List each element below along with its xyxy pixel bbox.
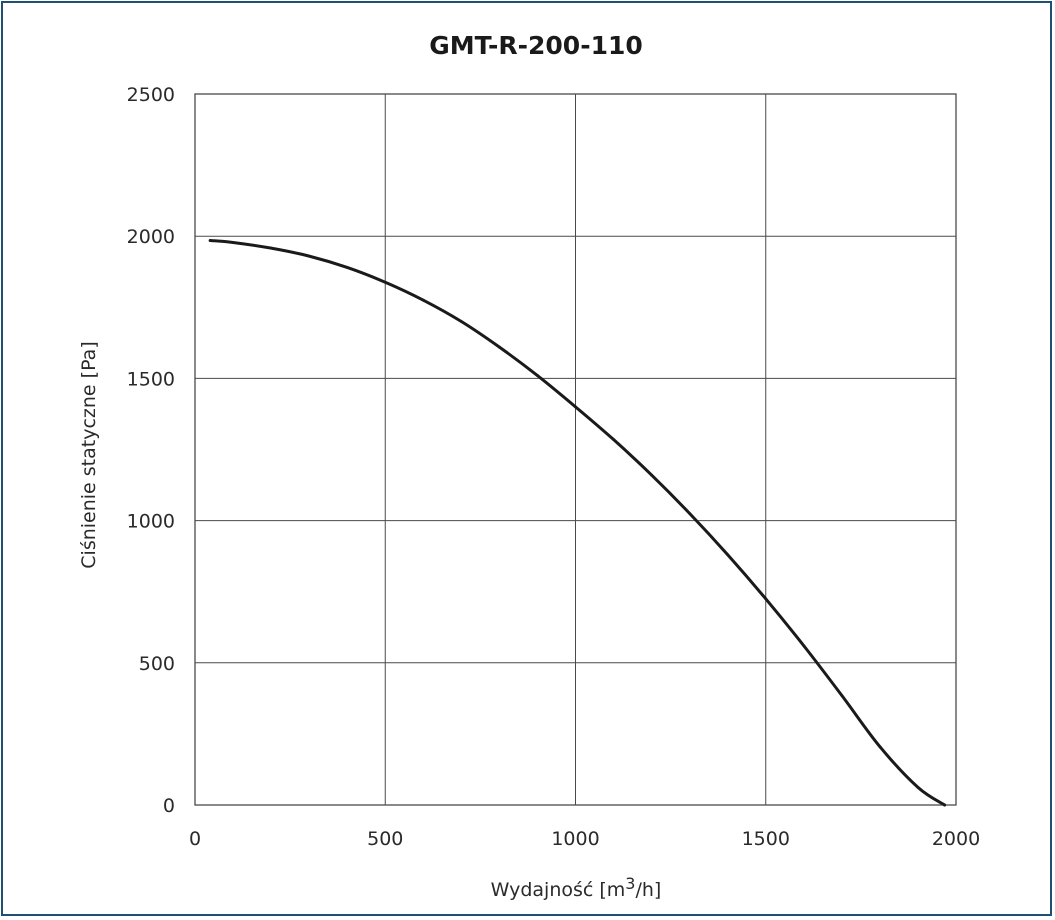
curve-point: [726, 553, 730, 557]
curve-point: [764, 597, 768, 601]
curve-point: [536, 374, 539, 377]
fan-curve-points: [208, 239, 946, 807]
curve-point: [208, 239, 212, 242]
y-axis-label: Ciśnienie statyczne [Pa]: [78, 341, 100, 568]
x-tick-label: 500: [367, 828, 403, 850]
y-tick-label: 500: [139, 653, 175, 675]
curve-point: [383, 280, 387, 284]
curve-point: [231, 241, 235, 244]
x-axis-ticks: 0 500 1000 1500 2000: [189, 828, 980, 850]
x-tick-label: 1500: [742, 828, 790, 850]
curve-point: [269, 246, 273, 250]
y-tick-label: 0: [163, 795, 175, 817]
plot-area-border: [194, 93, 957, 806]
curve-point: [421, 298, 425, 302]
curve-point: [688, 512, 692, 515]
chart-title: GMT-R-200-110: [429, 31, 643, 60]
curve-point: [916, 785, 920, 789]
curve-point: [307, 254, 311, 258]
x-axis-label-superscript: 3: [625, 874, 635, 893]
y-tick-label: 2500: [127, 84, 175, 106]
curve-point: [802, 644, 806, 648]
y-tick-label: 2000: [127, 226, 175, 248]
curve-point: [878, 745, 882, 749]
y-tick-label: 1500: [127, 368, 175, 390]
curve-point: [840, 694, 844, 697]
x-tick-label: 1000: [551, 828, 599, 850]
curve-point: [345, 266, 349, 269]
curve-point: [498, 345, 501, 349]
curve-point: [943, 803, 946, 807]
grid: [194, 93, 957, 806]
y-axis-ticks: 0 500 1000 1500 2000 2500: [127, 84, 175, 817]
curve-point: [574, 405, 577, 409]
curve-point: [612, 438, 615, 441]
x-axis-label: Wydajność [m3/h]: [491, 874, 662, 901]
curve-point: [650, 473, 653, 477]
fan-curve-line: [208, 238, 947, 807]
x-tick-label: 2000: [932, 828, 980, 850]
x-axis-label-suffix: /h]: [635, 879, 661, 901]
x-axis-label-prefix: Wydajność [m: [491, 879, 626, 901]
y-tick-label: 1000: [127, 511, 175, 533]
x-tick-label: 0: [189, 828, 201, 850]
curve-point: [459, 320, 463, 323]
